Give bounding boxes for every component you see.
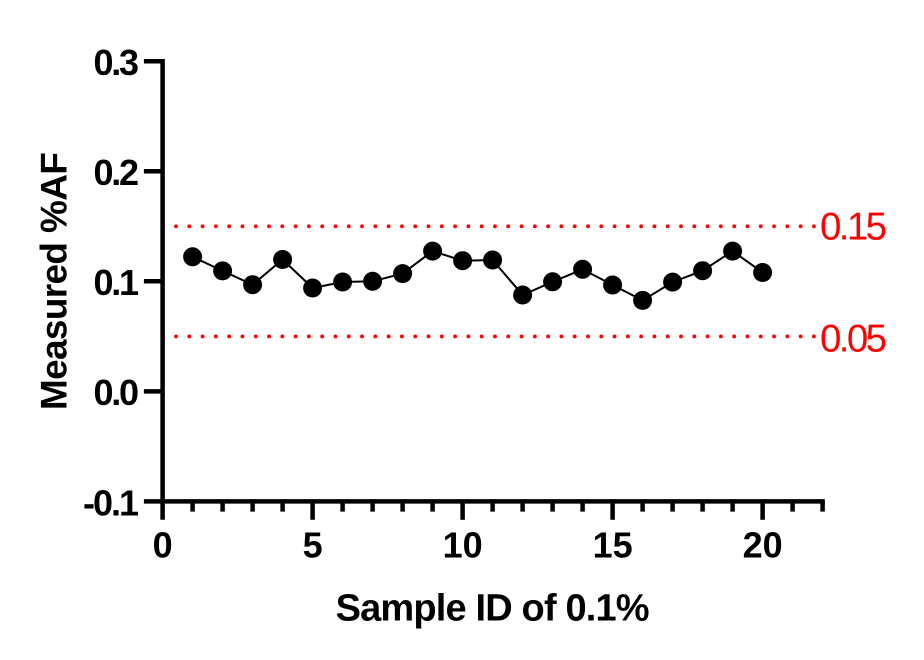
svg-text:Sample ID of 0.1%: Sample ID of 0.1% xyxy=(336,588,650,630)
svg-text:15: 15 xyxy=(593,525,633,566)
svg-text:5: 5 xyxy=(303,525,323,566)
svg-text:20: 20 xyxy=(743,525,783,566)
svg-text:0.15: 0.15 xyxy=(820,206,887,249)
svg-text:-0.1: -0.1 xyxy=(83,482,139,523)
svg-text:0.2: 0.2 xyxy=(94,152,140,193)
svg-text:0.0: 0.0 xyxy=(94,372,140,413)
svg-text:10: 10 xyxy=(443,525,483,566)
svg-text:0.1: 0.1 xyxy=(94,262,140,303)
svg-text:0: 0 xyxy=(153,525,173,566)
svg-text:0.3: 0.3 xyxy=(94,42,140,83)
svg-text:0.05: 0.05 xyxy=(820,317,887,360)
svg-text:Measured %AF: Measured %AF xyxy=(33,152,74,410)
